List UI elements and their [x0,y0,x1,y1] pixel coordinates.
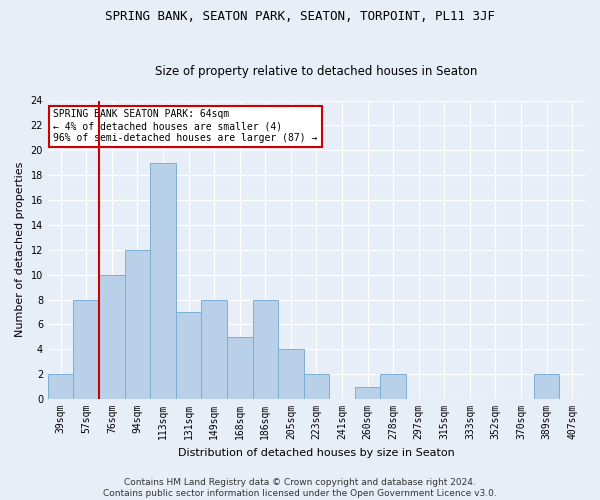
Bar [253,300,278,399]
Bar [99,274,125,399]
Bar [150,162,176,399]
Bar [355,386,380,399]
Text: SPRING BANK, SEATON PARK, SEATON, TORPOINT, PL11 3JF: SPRING BANK, SEATON PARK, SEATON, TORPOI… [105,10,495,23]
Bar [278,350,304,399]
Bar [73,300,99,399]
Text: Contains HM Land Registry data © Crown copyright and database right 2024.
Contai: Contains HM Land Registry data © Crown c… [103,478,497,498]
Bar [304,374,329,399]
Bar [176,312,202,399]
Bar [202,300,227,399]
Text: SPRING BANK SEATON PARK: 64sqm
← 4% of detached houses are smaller (4)
96% of se: SPRING BANK SEATON PARK: 64sqm ← 4% of d… [53,110,317,142]
Bar [227,337,253,399]
X-axis label: Distribution of detached houses by size in Seaton: Distribution of detached houses by size … [178,448,455,458]
Bar [48,374,73,399]
Bar [125,250,150,399]
Y-axis label: Number of detached properties: Number of detached properties [15,162,25,338]
Bar [380,374,406,399]
Title: Size of property relative to detached houses in Seaton: Size of property relative to detached ho… [155,66,478,78]
Bar [534,374,559,399]
